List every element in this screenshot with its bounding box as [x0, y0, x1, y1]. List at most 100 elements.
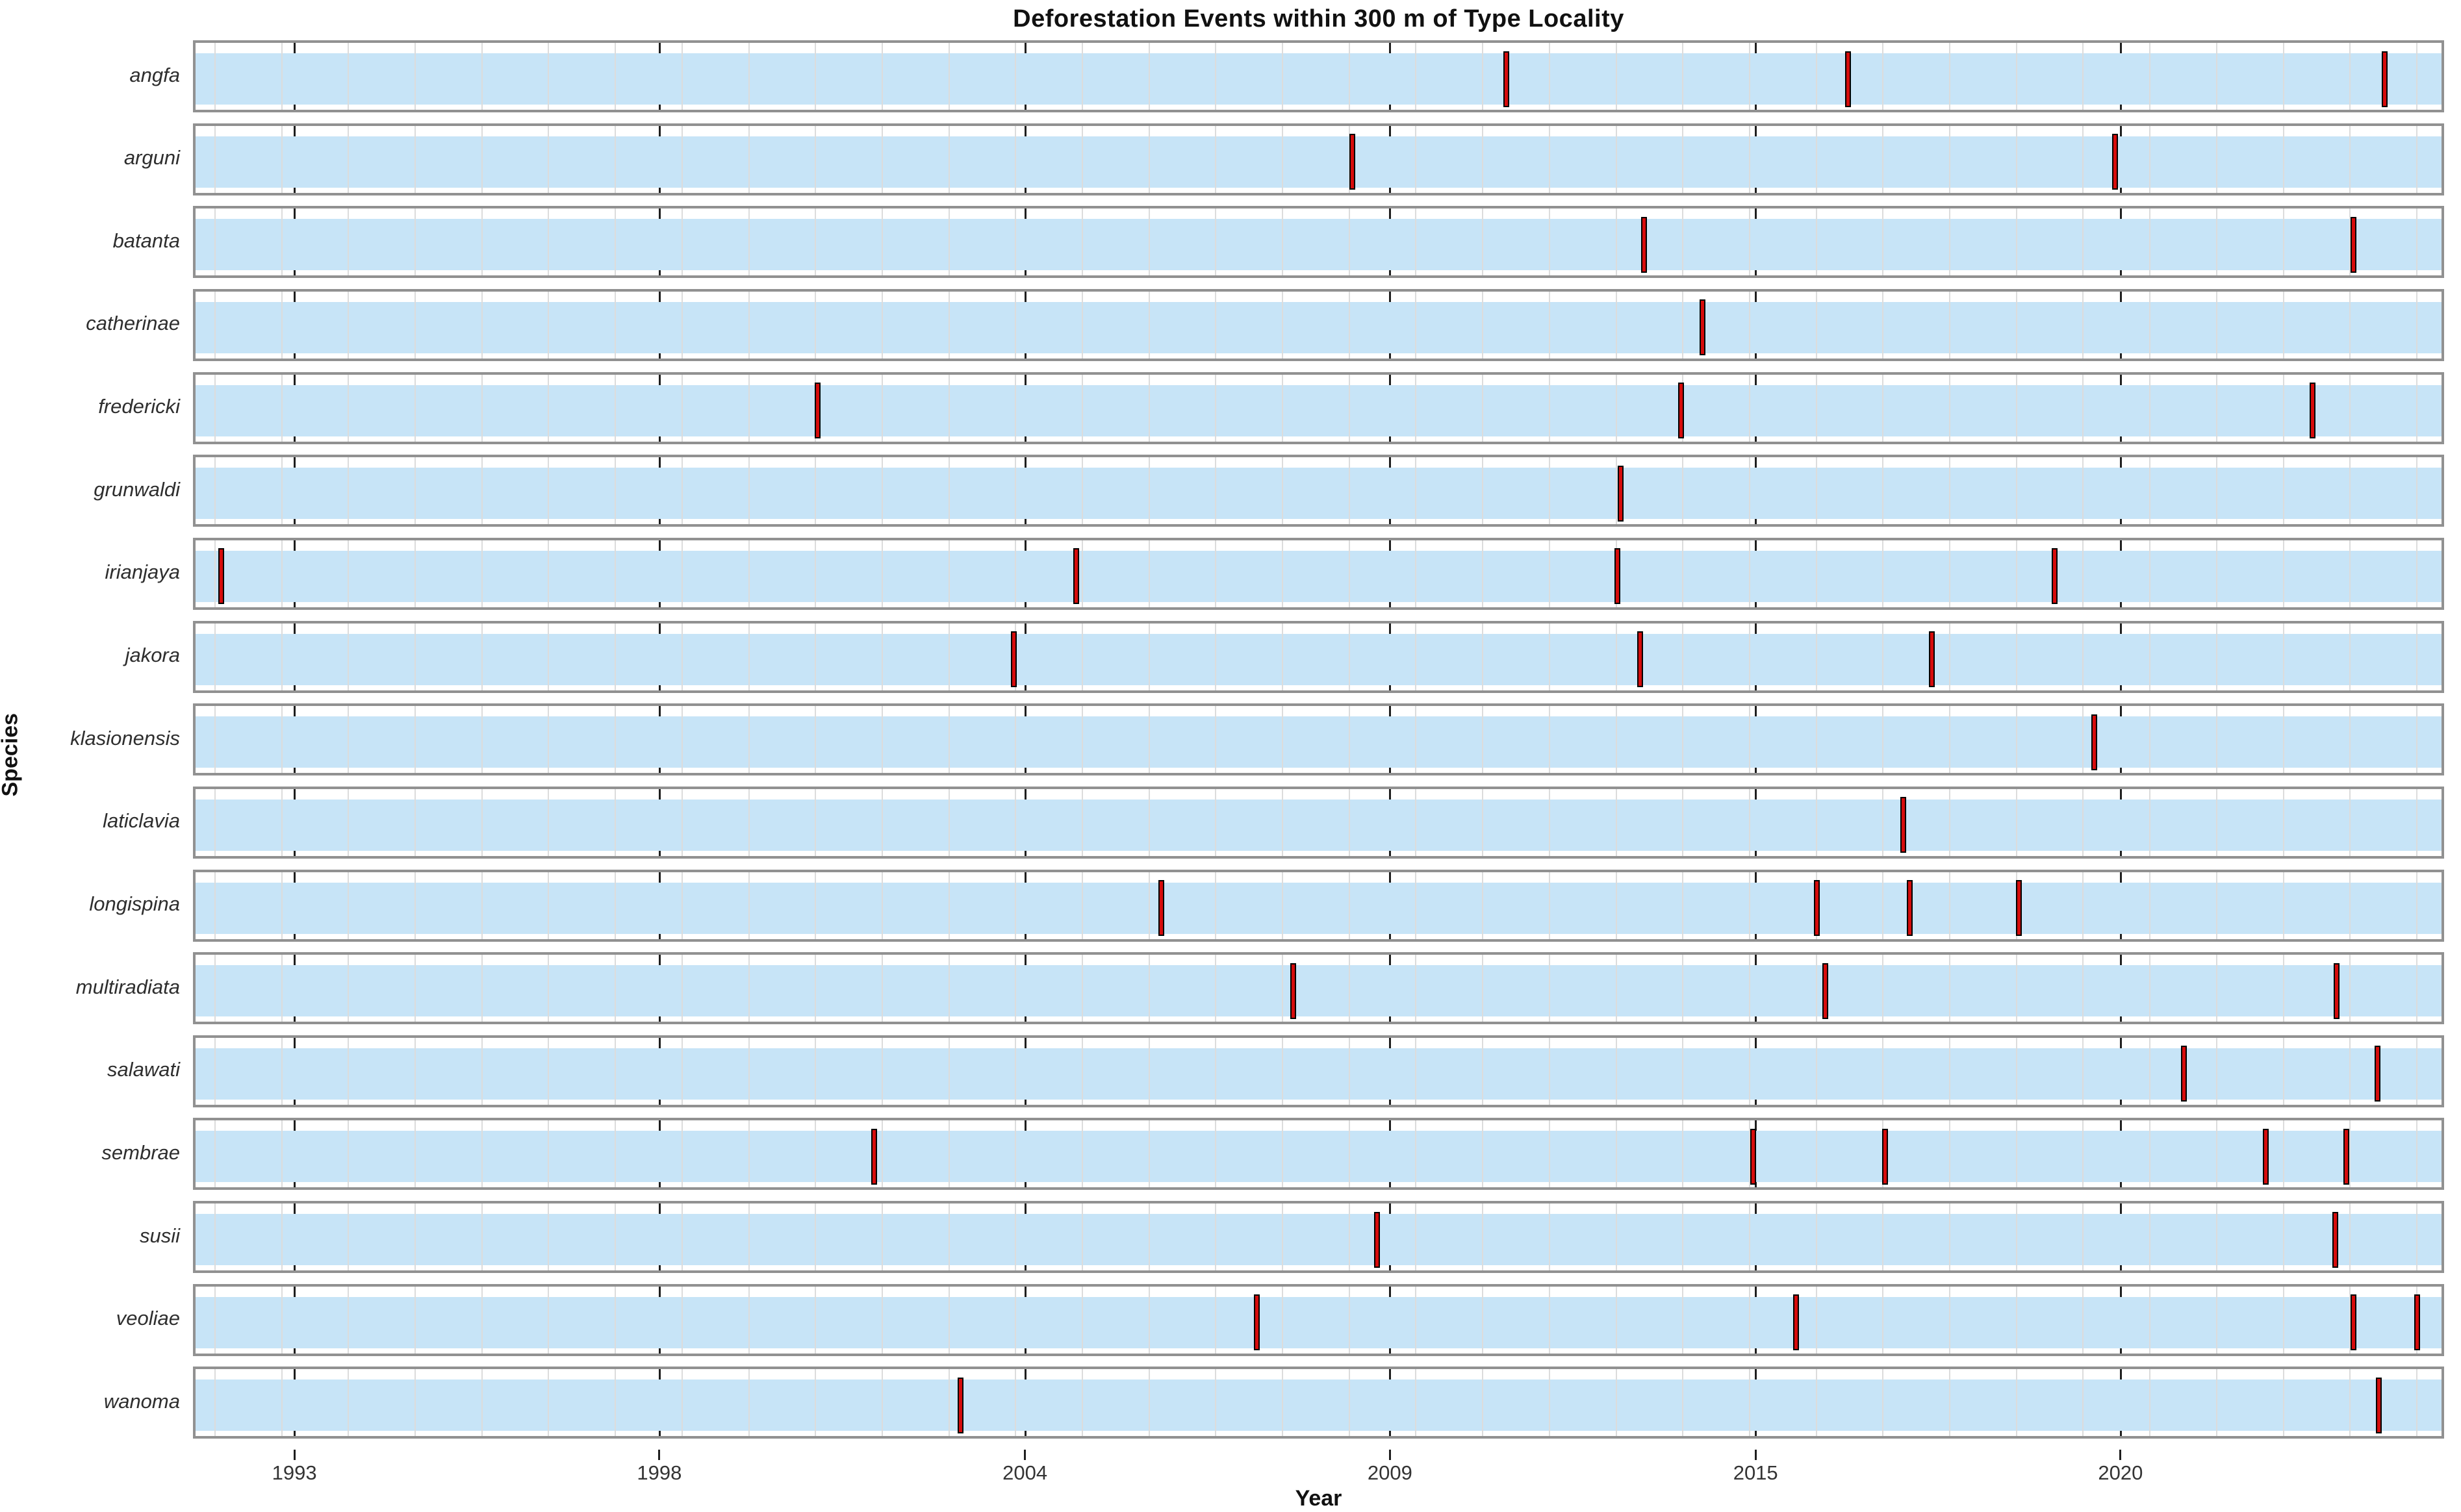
year-gridline	[1548, 1037, 1550, 1105]
year-gridline	[2416, 1037, 2417, 1105]
panel-tick-top	[1024, 208, 1026, 220]
year-gridline	[1748, 374, 1750, 442]
year-gridline	[1949, 208, 1950, 276]
year-gridline	[1815, 1286, 1817, 1354]
year-gridline	[2082, 788, 2084, 856]
year-gridline	[1682, 208, 1684, 276]
year-gridline	[1548, 872, 1550, 939]
year-gridline	[1882, 1203, 1884, 1271]
year-gridline	[1548, 1286, 1550, 1354]
year-gridline	[1148, 1037, 1150, 1105]
panel-tick-bottom	[294, 685, 296, 690]
year-gridline	[548, 208, 550, 276]
year-gridline	[214, 1369, 216, 1437]
panel-tick-top	[2119, 540, 2122, 551]
year-gridline	[214, 208, 216, 276]
panel-tick-top	[1389, 623, 1392, 634]
year-gridline	[2215, 1369, 2217, 1437]
panel-tick-top	[294, 43, 296, 53]
year-gridline	[481, 872, 483, 939]
panel-tick-bottom	[1389, 1099, 1392, 1105]
year-gridline	[2149, 1037, 2151, 1105]
x-axis-tick-label: 2015	[1733, 1461, 1778, 1484]
panel-tick-top	[1389, 457, 1392, 468]
year-gridline	[2349, 291, 2351, 359]
year-gridline	[548, 1037, 550, 1105]
year-gridline	[1949, 706, 1950, 774]
year-gridline	[2282, 872, 2284, 939]
panel-tick-bottom	[1755, 1016, 1757, 1022]
year-gridline	[1815, 1369, 1817, 1437]
year-gridline	[681, 1120, 683, 1188]
year-gridline	[281, 872, 283, 939]
panel-tick-bottom	[658, 270, 661, 276]
panel-tick-bottom	[658, 685, 661, 690]
year-gridline	[1882, 540, 1884, 607]
year-gridline	[1282, 623, 1283, 690]
year-gridline	[2282, 1037, 2284, 1105]
year-gridline	[1815, 540, 1817, 607]
year-gridline	[2416, 623, 2417, 690]
year-gridline	[681, 788, 683, 856]
species-band	[196, 1131, 2442, 1183]
panel-tick-top	[2119, 955, 2122, 966]
species-label-salawati: salawati	[107, 1058, 180, 1081]
panel-tick-bottom	[2119, 850, 2122, 856]
year-gridline	[815, 706, 817, 774]
year-gridline	[1015, 788, 1017, 856]
year-gridline	[414, 125, 416, 193]
year-gridline	[1815, 1203, 1817, 1271]
year-gridline	[348, 955, 350, 1022]
year-gridline	[1015, 457, 1017, 525]
panel-tick-top	[1024, 457, 1026, 468]
year-gridline	[548, 872, 550, 939]
panel-tick-top	[1024, 291, 1026, 302]
panel-tick-top	[1389, 208, 1392, 220]
panel-tick-top	[1024, 540, 1026, 551]
year-gridline	[1748, 208, 1750, 276]
event-mark	[1641, 216, 1648, 273]
year-gridline	[348, 540, 350, 607]
year-gridline	[2215, 1037, 2217, 1105]
panel-tick-bottom	[1755, 1348, 1757, 1354]
year-gridline	[1482, 706, 1484, 774]
year-gridline	[1882, 43, 1884, 110]
year-gridline	[2416, 208, 2417, 276]
year-gridline	[214, 788, 216, 856]
panel-tick-top	[2119, 706, 2122, 717]
year-gridline	[615, 872, 617, 939]
year-gridline	[481, 457, 483, 525]
year-gridline	[281, 1369, 283, 1437]
year-gridline	[548, 1203, 550, 1271]
panel-tick-top	[1024, 1203, 1026, 1215]
year-gridline	[1748, 1369, 1750, 1437]
event-mark	[2343, 1128, 2349, 1185]
panel-tick-bottom	[658, 601, 661, 607]
panel-tick-top	[2119, 1203, 2122, 1215]
panel-tick-top	[658, 125, 661, 136]
year-gridline	[881, 125, 883, 193]
year-gridline	[2282, 457, 2284, 525]
year-gridline	[348, 872, 350, 939]
year-gridline	[1415, 788, 1417, 856]
year-gridline	[1949, 125, 1950, 193]
event-mark	[1503, 51, 1509, 107]
species-label-susii: susii	[139, 1224, 180, 1247]
panel-tick-top	[658, 291, 661, 302]
year-gridline	[1482, 955, 1484, 1022]
year-gridline	[2416, 540, 2417, 607]
panel-tick-bottom	[1389, 850, 1392, 856]
panel-tick-top	[1755, 872, 1757, 883]
year-gridline	[815, 1369, 817, 1437]
year-gridline	[1148, 1369, 1150, 1437]
panel-tick-top	[658, 208, 661, 220]
year-gridline	[1082, 955, 1083, 1022]
year-gridline	[2215, 955, 2217, 1022]
year-gridline	[1748, 125, 1750, 193]
panel-tick-bottom	[2119, 601, 2122, 607]
species-panel-angfa	[193, 40, 2444, 112]
year-gridline	[1482, 1369, 1484, 1437]
species-band	[196, 799, 2442, 851]
panel-tick-bottom	[1024, 1431, 1026, 1437]
year-gridline	[948, 788, 950, 856]
